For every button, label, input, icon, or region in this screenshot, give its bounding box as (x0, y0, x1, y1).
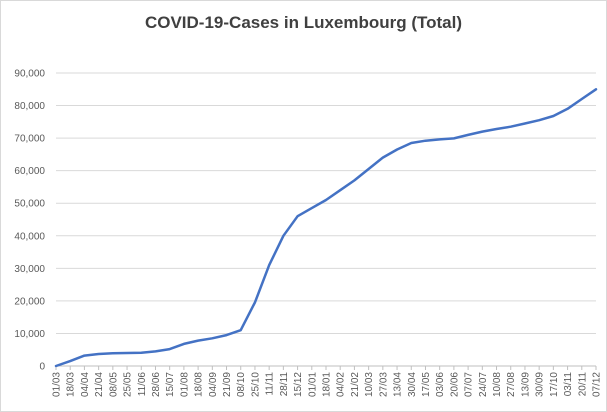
y-tick-label: 40,000 (14, 231, 45, 242)
y-tick-label: 10,000 (14, 329, 45, 340)
x-tick-label: 24/07 (478, 372, 489, 397)
y-tick-label: 60,000 (14, 166, 45, 177)
x-tick-label: 18/03 (66, 372, 77, 397)
x-tick-label: 01/08 (179, 372, 190, 397)
x-tick-label: 15/07 (165, 372, 176, 397)
chart-title: COVID-19-Cases in Luxembourg (Total) (144, 13, 463, 32)
x-tick-label: 03/11 (563, 372, 574, 397)
x-tick-label: 07/12 (592, 372, 603, 397)
x-tick-label: 28/11 (279, 372, 290, 397)
y-tick-label: 30,000 (14, 264, 45, 275)
x-tick-label: 07/07 (464, 372, 475, 397)
x-tick-label: 21/09 (222, 372, 233, 397)
x-tick-label: 04/09 (208, 372, 219, 397)
x-tick-label: 30/04 (407, 372, 418, 397)
x-tick-label: 25/05 (123, 372, 134, 397)
x-tick-label: 21/02 (350, 372, 361, 397)
x-tick-label: 27/03 (378, 372, 389, 397)
x-tick-label: 27/08 (506, 372, 517, 397)
series-line (54, 88, 598, 368)
x-tick-label: 18/08 (194, 372, 205, 397)
x-tick-label: 17/10 (549, 372, 560, 397)
x-tick-label: 03/06 (435, 372, 446, 397)
x-tick-label: 11/11 (265, 372, 276, 396)
x-tick-label: 20/11 (577, 372, 588, 397)
x-tick-label: 01/01 (307, 372, 318, 397)
x-tick-label: 10/08 (492, 372, 503, 397)
x-tick-label: 20/06 (449, 372, 460, 397)
y-tick-label: 0 (39, 362, 45, 373)
x-tick-label: 08/10 (236, 372, 247, 397)
y-tick-label: 50,000 (14, 199, 45, 210)
y-tick-label: 70,000 (14, 134, 45, 145)
x-tick-label: 11/06 (137, 372, 148, 397)
x-tick-label: 01/03 (52, 372, 63, 397)
y-tick-label: 90,000 (14, 69, 45, 80)
x-tick-label: 30/09 (535, 372, 546, 397)
x-tick-label: 13/04 (393, 372, 404, 397)
x-tick-label: 18/01 (322, 372, 333, 397)
x-tick-label: 04/02 (336, 372, 347, 397)
x-tick-label: 15/12 (293, 372, 304, 397)
x-tick-label: 17/05 (421, 372, 432, 397)
y-tick-label: 20,000 (14, 296, 45, 307)
y-tick-label: 80,000 (14, 101, 45, 112)
x-tick-label: 25/10 (250, 372, 261, 397)
x-tick-label: 21/04 (94, 372, 105, 397)
x-tick-label: 13/09 (520, 372, 531, 397)
x-tick-label: 08/05 (108, 372, 119, 397)
x-tick-label: 04/04 (80, 372, 91, 397)
x-tick-label: 28/06 (151, 372, 162, 397)
x-tick-label: 10/03 (364, 372, 375, 397)
